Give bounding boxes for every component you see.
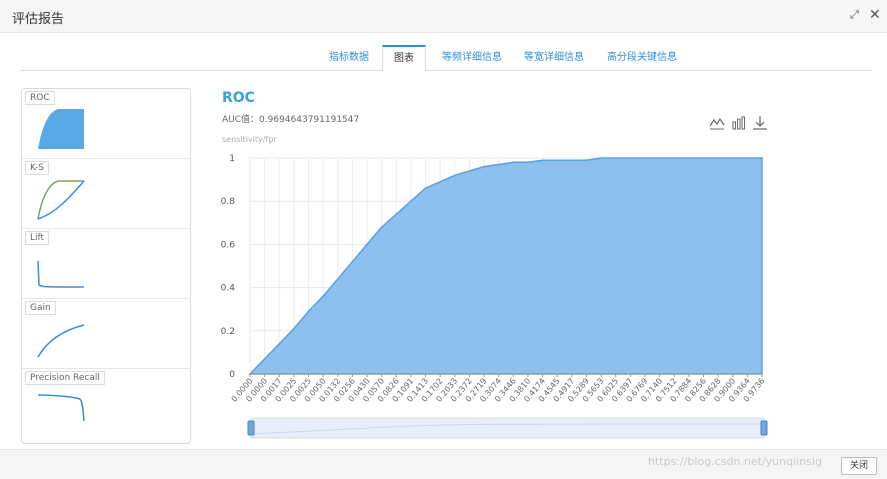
thumbnail-label: Precision Recall bbox=[25, 371, 105, 385]
y-tick-label: 0.8 bbox=[221, 197, 236, 207]
y-tick-label: 0.4 bbox=[221, 284, 236, 294]
watermark: https://blog.csdn.net/yunqiinsig bbox=[648, 455, 822, 468]
tab-equal-frequency[interactable]: 等频详细信息 bbox=[442, 52, 502, 63]
y-axis-ticks: 0 0.2 0.4 0.6 0.8 1 bbox=[221, 154, 762, 380]
thumbnail-label: Gain bbox=[25, 301, 56, 315]
precision-recall-thumbnail-icon bbox=[37, 394, 85, 422]
y-tick-label: 0 bbox=[229, 370, 235, 380]
tab-metrics[interactable]: 指标数据 bbox=[329, 52, 369, 63]
line-chart-icon[interactable] bbox=[709, 115, 725, 131]
expand-icon[interactable]: ⤢ bbox=[850, 8, 859, 21]
chart-subtitle: AUC值：0.9694643791191547 bbox=[222, 115, 360, 125]
chart-title: ROC bbox=[222, 90, 255, 106]
roc-area bbox=[248, 157, 763, 375]
tab-equal-width[interactable]: 等宽详细信息 bbox=[524, 52, 584, 63]
zoom-track[interactable] bbox=[250, 417, 765, 439]
ks-thumbnail-icon bbox=[37, 180, 85, 220]
data-zoom-slider[interactable] bbox=[247, 417, 768, 439]
zoom-preview-line bbox=[250, 423, 764, 435]
thumbnail-label: ROC bbox=[25, 91, 55, 105]
thumbnail-gain[interactable]: Gain bbox=[22, 299, 190, 369]
x-axis-ticks: 0.00000.00000.00170.00250.00250.00500.01… bbox=[230, 374, 767, 404]
close-button[interactable]: 关闭 bbox=[841, 457, 877, 475]
tab-charts[interactable]: 图表 bbox=[382, 45, 426, 72]
gain-thumbnail-icon bbox=[37, 324, 85, 358]
dialog-header: 评估报告 ⤢ ✕ bbox=[0, 0, 887, 33]
dialog-footer bbox=[0, 449, 887, 479]
close-icon[interactable]: ✕ bbox=[869, 7, 881, 23]
thumbnail-precision-recall[interactable]: Precision Recall bbox=[22, 369, 190, 439]
roc-chart: 0 0.2 0.4 0.6 0.8 1 0.00000.00000.00170.00250… bbox=[221, 154, 768, 439]
thumbnail-ks[interactable]: K-S bbox=[22, 159, 190, 229]
bar-chart-icon[interactable] bbox=[731, 115, 747, 131]
thumbnail-label: Lift bbox=[25, 231, 50, 245]
dialog-title: 评估报告 bbox=[12, 12, 65, 27]
y-axis-label: sensitivity/fpr bbox=[222, 135, 277, 144]
lift-thumbnail-icon bbox=[37, 260, 85, 288]
y-tick-label: 1 bbox=[229, 154, 235, 164]
zoom-handle-end[interactable] bbox=[760, 420, 768, 436]
roc-thumbnail-icon bbox=[38, 109, 84, 149]
y-tick-label: 0.6 bbox=[221, 240, 236, 250]
y-tick-label: 0.2 bbox=[221, 327, 235, 337]
thumbnail-lift[interactable]: Lift bbox=[22, 229, 190, 299]
tab-high-score[interactable]: 高分段关键信息 bbox=[607, 52, 677, 63]
tab-bar: 指标数据 图表 等频详细信息 等宽详细信息 高分段关键信息 bbox=[20, 45, 872, 72]
thumbnail-label: K-S bbox=[25, 161, 49, 175]
download-icon[interactable] bbox=[752, 115, 768, 131]
zoom-handle-start[interactable] bbox=[247, 420, 255, 436]
chart-thumbnail-list: ROC K-S Lift Gain Precision Recall bbox=[21, 88, 191, 444]
thumbnail-roc[interactable]: ROC bbox=[22, 89, 190, 159]
